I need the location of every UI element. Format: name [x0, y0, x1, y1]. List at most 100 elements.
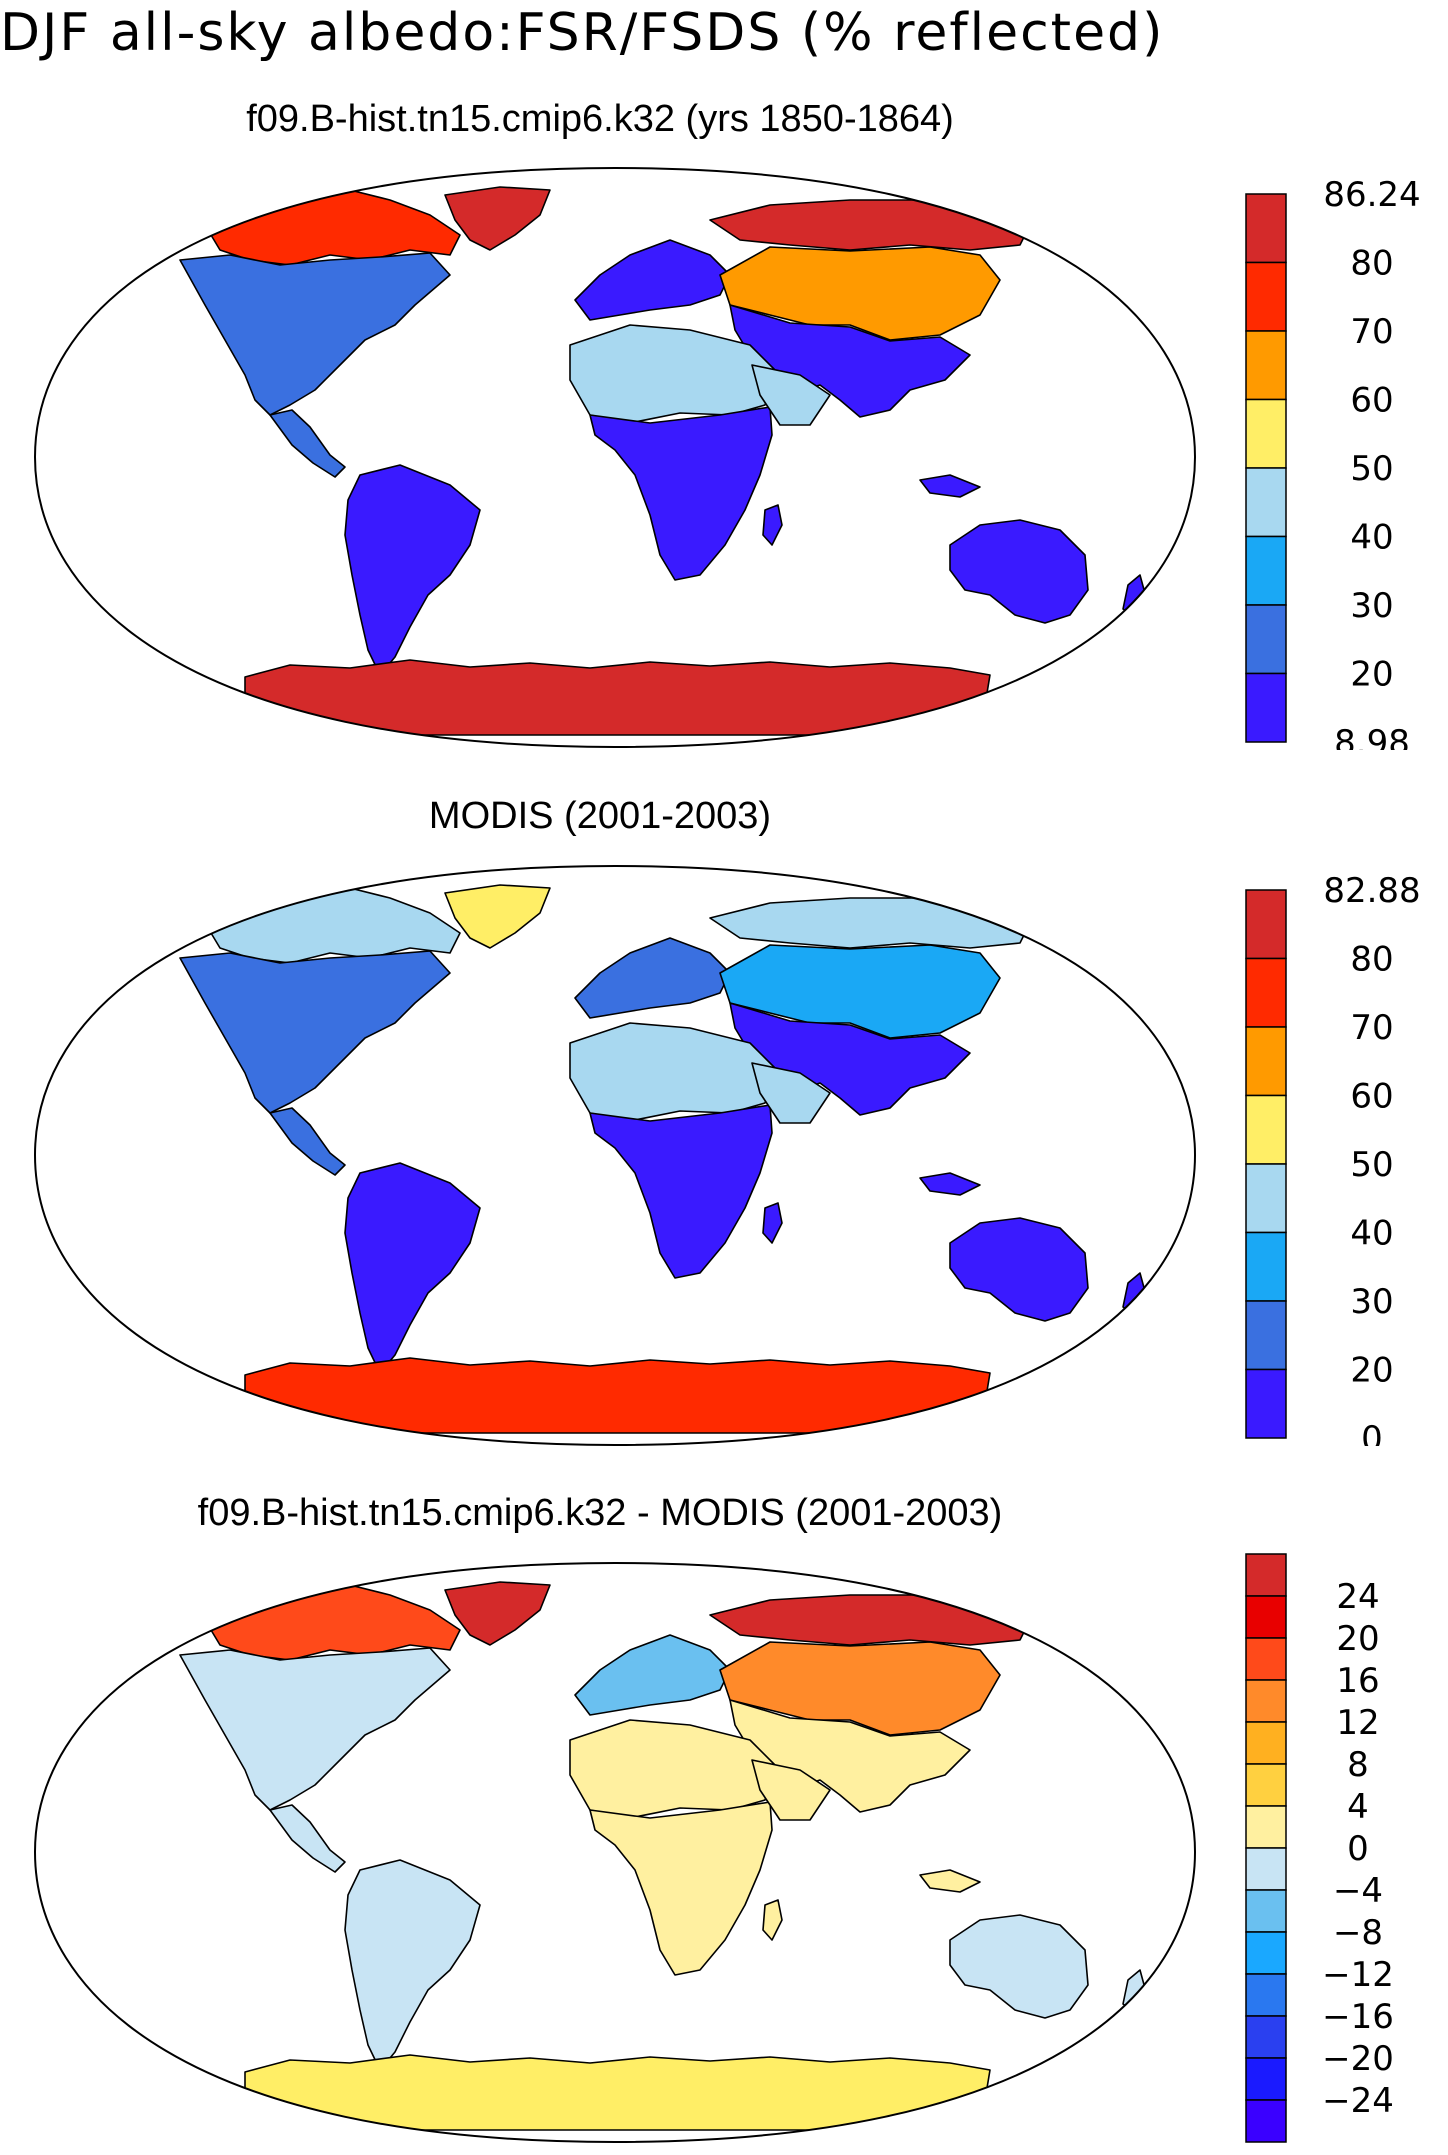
- region-south-america: [344, 1162, 481, 1374]
- region-asia-central: [719, 246, 1001, 341]
- colorbar-box: [1245, 1553, 1287, 1597]
- region-siberia: [709, 897, 1031, 949]
- colorbar-box: [1245, 193, 1287, 264]
- colorbar-box: [1245, 2015, 1287, 2059]
- colorbar-box: [1245, 1763, 1287, 1807]
- colorbar-box: [1245, 1931, 1287, 1975]
- colorbar-box: [1245, 1679, 1287, 1723]
- colorbar-tick-label: 24: [1336, 1577, 1379, 1617]
- region-greenland: [444, 1581, 551, 1646]
- region-arabia: [751, 364, 831, 426]
- region-south-america: [344, 464, 481, 676]
- colorbar-box: [1245, 535, 1287, 606]
- colorbar-tick-label: 20: [1350, 1351, 1393, 1391]
- region-new-zealand: [1122, 1969, 1147, 2013]
- colorbar-tick-label: 20: [1350, 655, 1393, 695]
- colorbar-tick-label: 82.88: [1323, 876, 1420, 911]
- map-boundary: [33, 166, 1197, 749]
- region-central-america: [269, 1107, 346, 1176]
- colorbar-box: [1245, 1368, 1287, 1439]
- colorbar-tick-label: 40: [1350, 1214, 1393, 1254]
- region-africa-south: [589, 406, 773, 581]
- colorbar-box: [1245, 330, 1287, 401]
- panel-3-map: [33, 1561, 1197, 2144]
- colorbar-tick-label: 70: [1350, 1008, 1393, 1048]
- colorbar-box: [1245, 2099, 1287, 2143]
- region-greenland: [444, 884, 551, 949]
- colorbar-box: [1245, 1847, 1287, 1891]
- region-arabia: [751, 1759, 831, 1821]
- colorbar-tick-label: 70: [1350, 312, 1393, 352]
- region-australia: [949, 1914, 1089, 2019]
- colorbar-box: [1245, 1231, 1287, 1302]
- panel-1-title: f09.B-hist.tn15.cmip6.k32 (yrs 1850-1864…: [246, 98, 954, 140]
- colorbar-tick-label: 12: [1336, 1703, 1379, 1743]
- colorbar-box: [1245, 398, 1287, 469]
- region-europe: [574, 1634, 731, 1716]
- region-siberia: [709, 1594, 1031, 1646]
- panel-1-colorbar: 86.24 80 70 60 50 40 30 20 8.98: [1245, 180, 1421, 750]
- region-africa-south: [589, 1104, 773, 1279]
- region-madagascar: [762, 1202, 783, 1244]
- colorbar-tick-label: 60: [1350, 381, 1393, 421]
- colorbar-tick-label: 16: [1336, 1661, 1379, 1701]
- region-madagascar: [762, 504, 783, 546]
- colorbar-box: [1245, 1973, 1287, 2017]
- region-arabia: [751, 1062, 831, 1124]
- region-siberia: [709, 199, 1031, 251]
- region-australia: [949, 1217, 1089, 1322]
- colorbar-box: [1245, 1094, 1287, 1165]
- panel-2-title: MODIS (2001-2003): [428, 795, 772, 837]
- region-north-america: [179, 1647, 451, 1811]
- region-africa-south: [589, 1801, 773, 1976]
- colorbar-tick-label: −8: [1333, 1913, 1383, 1953]
- colorbar-box: [1245, 1889, 1287, 1933]
- region-central-america: [269, 1804, 346, 1873]
- colorbar-tick-label: −16: [1322, 1997, 1394, 2037]
- region-europe: [574, 937, 731, 1019]
- region-central-america: [269, 409, 346, 478]
- region-new-zealand: [1122, 574, 1147, 618]
- region-south-america: [344, 1859, 481, 2071]
- colorbar-tick-label: 0: [1347, 1829, 1369, 1869]
- map-boundary: [33, 864, 1197, 1447]
- colorbar-tick-label: 80: [1350, 244, 1393, 284]
- main-title: DJF all-sky albedo:FSR/FSDS (% reflected…: [0, 3, 1165, 63]
- region-indonesia: [919, 474, 981, 498]
- colorbar-tick-label: −12: [1322, 1955, 1394, 1995]
- colorbar-tick-label: 4: [1347, 1787, 1369, 1827]
- region-north-america: [179, 950, 451, 1114]
- colorbar-tick-label: 86.24: [1323, 180, 1420, 215]
- region-north-america: [179, 252, 451, 416]
- colorbar-tick-label: −20: [1322, 2039, 1394, 2079]
- panel-3-title: f09.B-hist.tn15.cmip6.k32 - MODIS (2001-…: [197, 1492, 1003, 1534]
- colorbar-box: [1245, 1595, 1287, 1639]
- region-greenland: [444, 186, 551, 251]
- panel-2-map: [33, 864, 1197, 1447]
- region-new-zealand: [1122, 1272, 1147, 1316]
- colorbar-tick-label: 60: [1350, 1077, 1393, 1117]
- colorbar-box: [1245, 1300, 1287, 1371]
- region-asia-central: [719, 944, 1001, 1039]
- panel-1-map: [33, 166, 1197, 749]
- region-australia: [949, 519, 1089, 624]
- region-indonesia: [919, 1172, 981, 1196]
- colorbar-tick-label: 50: [1350, 1145, 1393, 1185]
- colorbar-tick-label: −4: [1333, 1871, 1383, 1911]
- colorbar-tick-label: 40: [1350, 518, 1393, 558]
- colorbar-box: [1245, 1026, 1287, 1097]
- map-boundary: [33, 1561, 1197, 2144]
- panel-2-colorbar: 82.88 80 70 60 50 40 30 20 0: [1245, 876, 1421, 1446]
- colorbar-box: [1245, 957, 1287, 1028]
- colorbar-tick-label: 30: [1350, 586, 1393, 626]
- colorbar-tick-label: 50: [1350, 449, 1393, 489]
- region-europe: [574, 239, 731, 321]
- region-indonesia: [919, 1869, 981, 1893]
- colorbar-box: [1245, 1637, 1287, 1681]
- colorbar-box: [1245, 2057, 1287, 2101]
- colorbar-tick-label: −24: [1322, 2081, 1394, 2121]
- colorbar-box: [1245, 467, 1287, 538]
- colorbar-tick-label: 0: [1361, 1419, 1383, 1446]
- colorbar-tick-label: 8: [1347, 1745, 1369, 1785]
